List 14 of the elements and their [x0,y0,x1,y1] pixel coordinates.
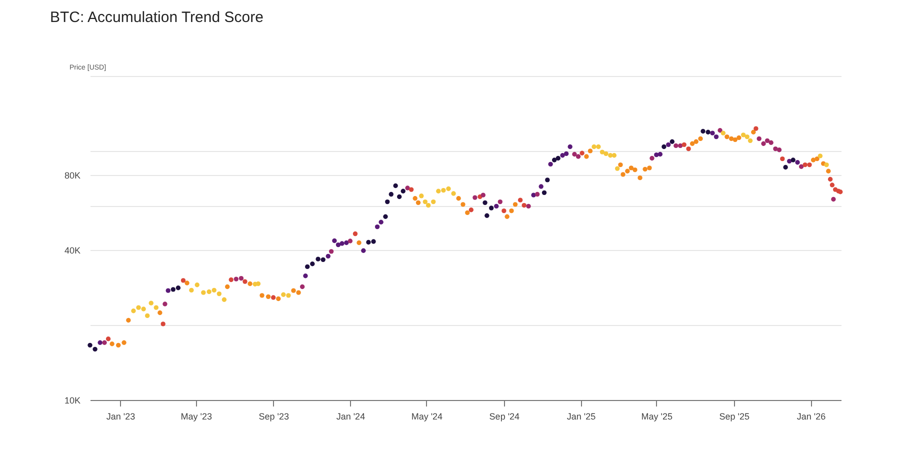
x-tick-label: Jan '26 [796,412,826,422]
y-tick-label: 40K [64,246,80,256]
x-tick-label: Sep '25 [719,412,750,422]
y-tick-label: 80K [64,170,80,181]
chart-title: BTC: Accumulation Trend Score [50,9,264,26]
x-tick-label: May '23 [180,412,212,422]
x-tick-label: Sep '24 [489,412,520,422]
x-tick-label: Jan '25 [566,412,596,422]
x-tick-label: May '25 [641,412,673,422]
x-tick-label: May '24 [411,412,443,422]
x-tick-label: Jan '23 [106,412,136,422]
x-tick-label: Jan '24 [336,412,366,422]
y-tick-label: 10K [64,396,80,406]
x-tick-label: Sep '23 [258,412,289,422]
